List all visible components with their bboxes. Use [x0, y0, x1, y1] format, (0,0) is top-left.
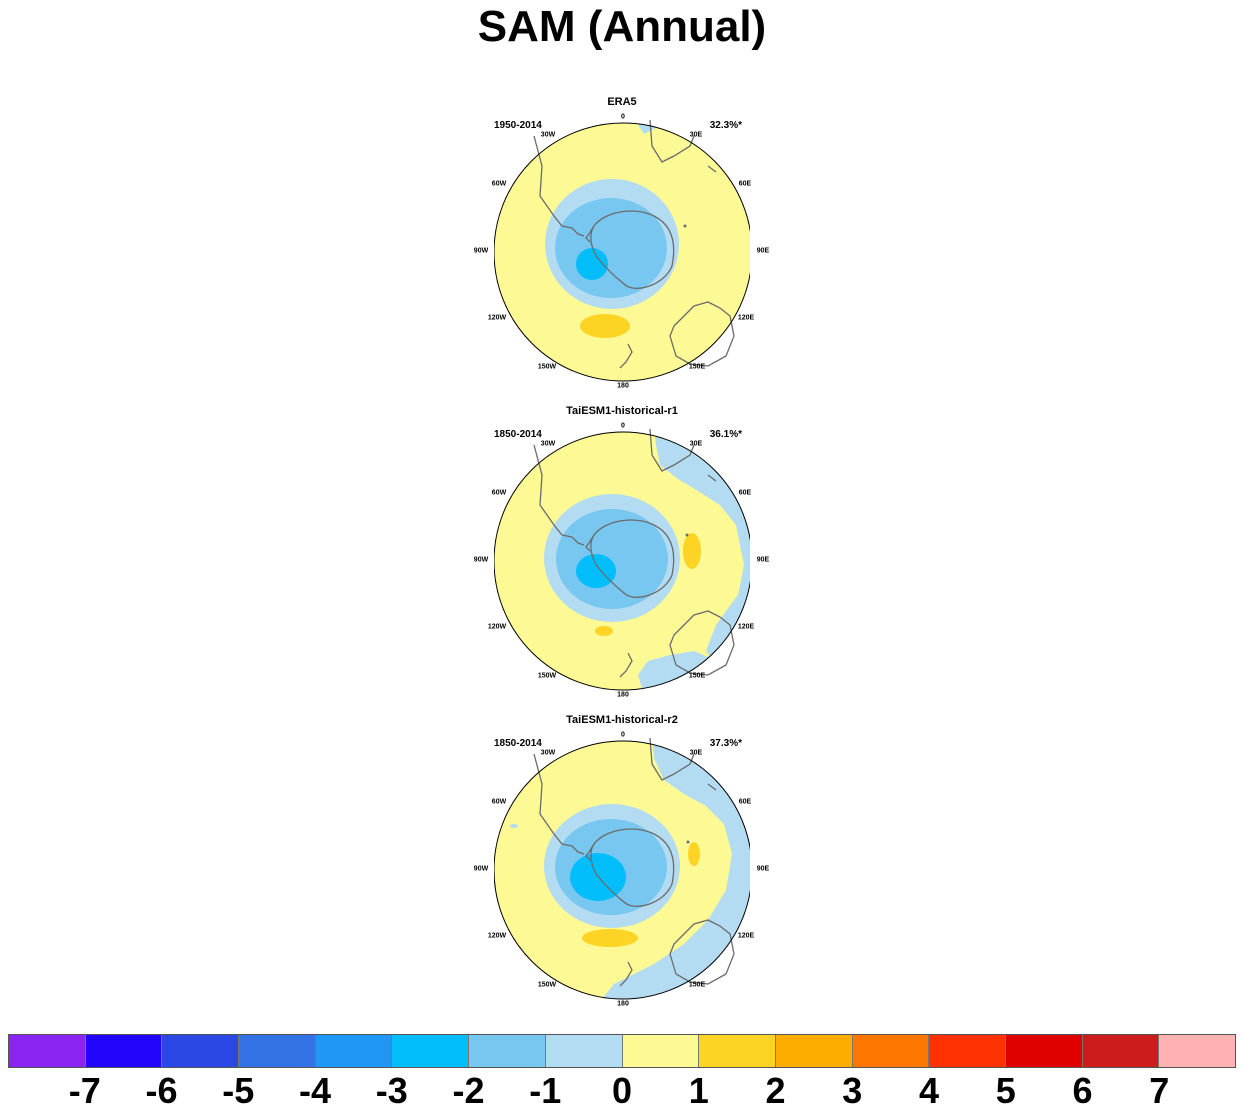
colorbar-swatch [775, 1035, 853, 1067]
field-pos-1 [688, 842, 700, 866]
lon-label: 120E [737, 932, 755, 940]
colorbar-swatch [1005, 1035, 1083, 1067]
variance-label: 32.3%* [709, 120, 742, 131]
colorbar-tick-label: -3 [375, 1070, 408, 1111]
colorbar-tick-label: 4 [918, 1070, 940, 1111]
lon-label: 120W [487, 314, 507, 322]
colorbar [8, 1034, 1236, 1068]
colorbar-swatch [239, 1035, 316, 1067]
lon-label: 90E [756, 865, 770, 873]
lon-label: 60W [491, 180, 507, 188]
colorbar-tick-label: -5 [222, 1070, 255, 1111]
lon-label: 180 [617, 382, 629, 390]
lon-label: 180 [617, 691, 629, 699]
lon-label: 60E [738, 180, 752, 188]
colorbar-swatch [622, 1035, 700, 1067]
lon-label: 30E [689, 131, 703, 139]
lon-label: 30W [540, 131, 556, 139]
colorbar-swatch [85, 1035, 163, 1067]
lon-label: 90W [473, 247, 489, 255]
lon-label: 150E [688, 672, 706, 680]
field-neg-3 [576, 248, 608, 280]
period-label: 1850-2014 [494, 429, 542, 440]
lon-label: 150W [537, 981, 557, 989]
lon-label: 60W [491, 489, 507, 497]
colorbar-tick-label: 0 [611, 1070, 633, 1111]
lon-label: 60W [491, 798, 507, 806]
colorbar-tick-label: -4 [298, 1070, 332, 1111]
colorbar-swatch [545, 1035, 623, 1067]
colorbar-tick-label: 7 [1149, 1070, 1170, 1111]
lon-label: 30E [689, 749, 703, 757]
lon-label: 90W [473, 556, 489, 564]
colorbar-swatch [392, 1035, 470, 1067]
colorbar-tick-label: -6 [145, 1070, 178, 1111]
lon-label: 150E [688, 981, 706, 989]
lon-label: 60E [738, 798, 752, 806]
map-panel-taiesm1-r1: TaiESM1-historical-r1 1850-2014 36.1%* 0… [470, 405, 774, 705]
colorbar-swatch [1159, 1035, 1235, 1067]
colorbar-swatch [699, 1035, 776, 1067]
lon-label: 60E [738, 489, 752, 497]
panel-title: TaiESM1-historical-r1 [566, 405, 678, 417]
lon-label: 90W [473, 865, 489, 873]
lon-label: 0 [621, 422, 625, 430]
period-label: 1950-2014 [494, 120, 542, 131]
colorbar-tick-label: 2 [765, 1070, 786, 1111]
coastlines [533, 119, 735, 369]
field-neg-3 [576, 554, 616, 588]
field-pos-1 [580, 314, 630, 338]
lon-label: 30W [540, 749, 556, 757]
lon-label: 150E [688, 363, 706, 371]
colorbar-tick-label: 6 [1072, 1070, 1093, 1111]
colorbar-swatch [315, 1035, 393, 1067]
lon-label: 180 [617, 1000, 629, 1008]
lon-label: 90E [756, 556, 770, 564]
colorbar-swatch [929, 1035, 1006, 1067]
lon-label: 90E [756, 247, 770, 255]
map-panel-era5: ERA5 1950-2014 32.3%* 0 30E 60E 90E 120E… [470, 96, 774, 396]
field-neg-edge [510, 824, 518, 828]
colorbar-tick-label: -2 [452, 1070, 485, 1111]
polar-map [494, 737, 750, 1000]
lon-label: 0 [621, 113, 625, 121]
field-pos-1 [683, 533, 701, 569]
colorbar-tick-label: 1 [688, 1070, 709, 1111]
field-pos-2 [582, 929, 638, 947]
field-pos-2 [595, 626, 613, 636]
lon-label: 120E [737, 314, 755, 322]
lon-label: 30W [540, 440, 556, 448]
colorbar-swatch [9, 1035, 86, 1067]
colorbar-swatch [852, 1035, 930, 1067]
lon-label: 30E [689, 440, 703, 448]
variance-label: 36.1%* [709, 429, 742, 440]
polar-map [494, 428, 750, 691]
panel-title: ERA5 [607, 96, 637, 108]
lon-label: 150W [537, 672, 557, 680]
lon-label: 150W [537, 363, 557, 371]
colorbar-tick-label: -1 [529, 1070, 562, 1111]
polar-map [494, 119, 750, 382]
period-label: 1850-2014 [494, 738, 542, 749]
colorbar-tick-label: 5 [995, 1070, 1016, 1111]
lon-label: 0 [621, 731, 625, 739]
lon-label: 120E [737, 623, 755, 631]
lon-label: 120W [487, 932, 507, 940]
coastlines [533, 737, 735, 987]
map-panel-taiesm1-r2: TaiESM1-historical-r2 1850-2014 37.3%* 0… [470, 714, 774, 1014]
panel-title: TaiESM1-historical-r2 [566, 714, 678, 726]
field-neg-edge [598, 741, 750, 999]
variance-label: 37.3%* [709, 738, 742, 749]
colorbar-tick-label: 3 [842, 1070, 863, 1111]
coastlines [533, 428, 735, 678]
colorbar-swatch [1082, 1035, 1160, 1067]
colorbar-swatch [469, 1035, 546, 1067]
lon-label: 120W [487, 623, 507, 631]
field-neg-2 [555, 198, 667, 298]
colorbar-tick-label: -7 [68, 1070, 101, 1111]
colorbar-swatch [162, 1035, 240, 1067]
figure-title: SAM (Annual) [477, 2, 767, 51]
